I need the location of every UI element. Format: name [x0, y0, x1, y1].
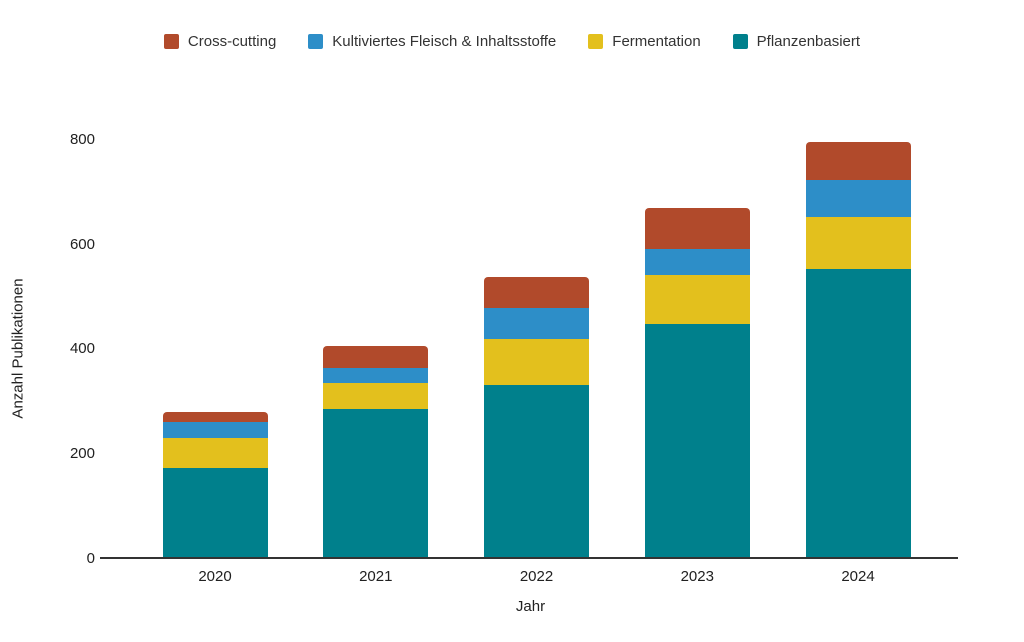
bar-2022 — [484, 277, 589, 559]
plot-area — [103, 139, 958, 559]
y-axis-title: Anzahl Publikationen — [9, 278, 27, 419]
legend-swatch-icon — [308, 33, 324, 49]
x-tick-label-2021: 2021 — [359, 568, 393, 585]
y-tick-label: 400 — [69, 340, 95, 358]
bar-segment-2023-pflanzenbasiert — [644, 324, 750, 559]
legend-label: Pflanzenbasiert — [756, 32, 861, 50]
bar-segment-2021-cross-cutting — [323, 346, 429, 368]
y-tick-label: 200 — [69, 445, 95, 463]
bar-segment-2022-kultiviertes-fleisch-inhaltsstoffe — [484, 307, 589, 340]
bar-segment-2020-fermentation — [162, 437, 268, 469]
bar-segment-2022-fermentation — [484, 339, 589, 385]
bar-segment-2024-kultiviertes-fleisch-inhaltsstoffe — [805, 179, 911, 218]
x-tick-label-2023: 2023 — [680, 568, 714, 585]
bar-2021 — [323, 346, 429, 559]
legend-label: Cross-cutting — [187, 32, 277, 50]
bar-segment-2021-pflanzenbasiert — [323, 409, 429, 559]
legend: Cross-cutting Kultiviertes Fleisch & Inha… — [0, 30, 1024, 52]
y-tick-label: 800 — [69, 130, 95, 148]
bar-segment-2022-cross-cutting — [484, 277, 589, 308]
bar-segment-2022-pflanzenbasiert — [484, 384, 589, 559]
bar-2024 — [805, 141, 911, 559]
bar-segment-2024-pflanzenbasiert — [805, 268, 911, 559]
bar-segment-2020-pflanzenbasiert — [162, 468, 268, 559]
bar-segment-2020-kultiviertes-fleisch-inhaltsstoffe — [162, 421, 268, 438]
bar-segment-2024-cross-cutting — [805, 141, 911, 180]
bar-segment-2024-fermentation — [805, 217, 911, 269]
bar-segment-2023-fermentation — [644, 275, 750, 325]
legend-swatch-icon — [588, 33, 604, 49]
legend-item-kultiviertes-fleisch-inhaltsstoffe: Kultiviertes Fleisch & Inhaltsstoffe — [308, 33, 556, 50]
legend-label: Fermentation — [612, 32, 701, 50]
legend-label: Kultiviertes Fleisch & Inhaltsstoffe — [332, 32, 557, 50]
bar-segment-2021-kultiviertes-fleisch-inhaltsstoffe — [323, 367, 429, 383]
bar-2023 — [644, 207, 750, 559]
bar-segment-2023-kultiviertes-fleisch-inhaltsstoffe — [644, 248, 750, 275]
x-axis-title: Jahr — [515, 598, 546, 615]
legend-item-pflanzenbasiert: Pflanzenbasiert — [732, 32, 861, 50]
bar-2020 — [162, 411, 268, 559]
y-tick-label: 600 — [69, 235, 95, 253]
x-tick-label-2020: 2020 — [198, 568, 232, 585]
legend-item-fermentation: Fermentation — [588, 32, 701, 50]
x-tick-label-2024: 2024 — [841, 568, 875, 585]
y-tick-label: 0 — [86, 550, 95, 567]
legend-swatch-icon — [163, 33, 179, 49]
legend-swatch-icon — [732, 33, 748, 49]
x-axis-line — [100, 557, 958, 559]
legend-item-cross-cutting: Cross-cutting — [163, 32, 277, 50]
bar-segment-2021-fermentation — [323, 382, 429, 410]
bar-segment-2020-cross-cutting — [162, 411, 268, 422]
bar-segment-2023-cross-cutting — [644, 207, 750, 249]
x-tick-label-2022: 2022 — [519, 568, 554, 585]
